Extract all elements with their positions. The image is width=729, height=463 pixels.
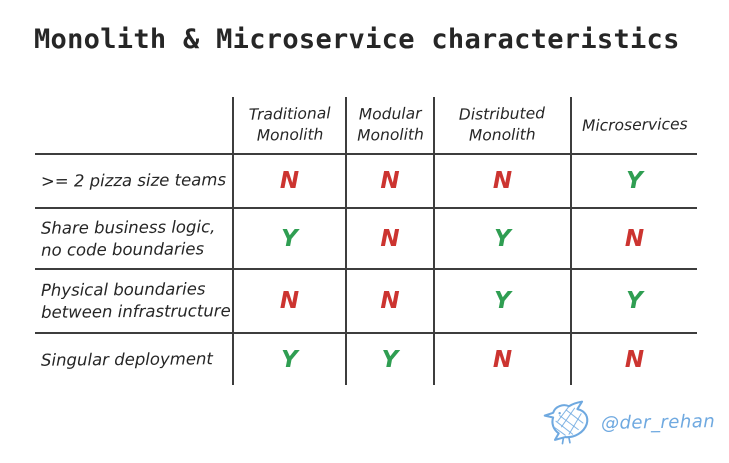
cell-value: N	[570, 332, 697, 385]
row-label-text: Physical boundaries between infrastructu…	[40, 279, 231, 322]
row-label-share-business-logic: Share business logic, no code boundaries	[35, 207, 232, 268]
column-header-traditional-monolith: Traditional Monolith	[232, 97, 345, 153]
column-header-text: Modular Monolith	[356, 104, 424, 145]
cell-value: Y	[433, 207, 570, 268]
column-header-modular-monolith: Modular Monolith	[345, 97, 433, 153]
cell-value: Y	[232, 207, 345, 268]
cell-value: Y	[570, 153, 697, 207]
cell-value: N	[433, 332, 570, 385]
row-label-physical-boundaries: Physical boundaries between infrastructu…	[35, 268, 232, 332]
twitter-bird-icon	[543, 400, 589, 445]
row-label-singular-deployment: Singular deployment	[35, 332, 232, 385]
page-title: Monolith & Microservice characteristics	[34, 24, 680, 55]
row-label-text: >= 2 pizza size teams	[40, 170, 227, 191]
column-header-text: Microservices	[581, 114, 688, 135]
author-handle: @der_rehan	[600, 411, 716, 434]
column-header-microservices: Microservices	[570, 97, 697, 153]
cell-value: N	[232, 268, 345, 332]
cell-value: N	[345, 268, 433, 332]
cell-value: N	[345, 153, 433, 207]
cell-value: N	[232, 153, 345, 207]
cell-value: N	[433, 153, 570, 207]
characteristics-table: Traditional Monolith Modular Monolith Di…	[35, 97, 697, 385]
cell-value: Y	[570, 268, 697, 332]
column-header-distributed-monolith: Distributed Monolith	[433, 97, 570, 153]
column-header-text: Distributed Monolith	[459, 104, 546, 145]
row-label-text: Singular deployment	[40, 348, 213, 370]
cell-value: Y	[345, 332, 433, 385]
row-label-pizza-size-teams: >= 2 pizza size teams	[35, 153, 232, 207]
cell-value: Y	[433, 268, 570, 332]
cell-value: N	[345, 207, 433, 268]
cell-value: N	[570, 207, 697, 268]
cell-value: Y	[232, 332, 345, 385]
corner-cell	[35, 97, 232, 153]
column-header-text: Traditional Monolith	[248, 104, 331, 145]
row-label-text: Share business logic, no code boundaries	[40, 216, 216, 260]
